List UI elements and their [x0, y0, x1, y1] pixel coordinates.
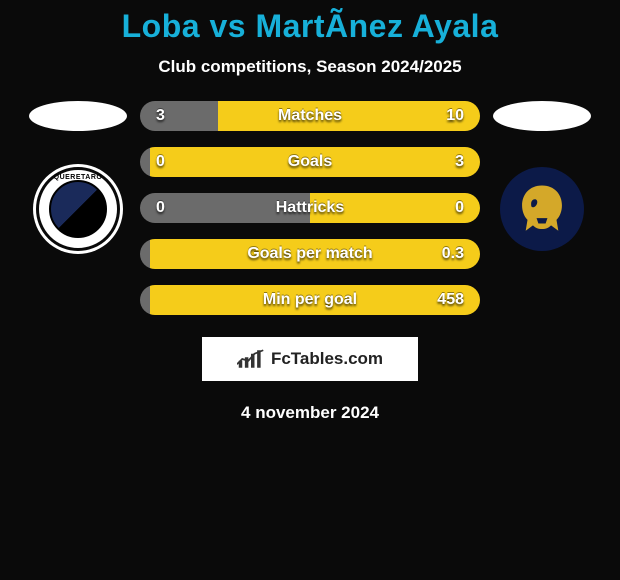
right-column — [492, 101, 592, 251]
subtitle: Club competitions, Season 2024/2025 — [0, 57, 620, 77]
stat-left-value: 0 — [156, 199, 190, 217]
stat-right-value: 10 — [430, 107, 464, 125]
club-badge-right — [500, 167, 584, 251]
stat-bar-matches: 3 Matches 10 — [140, 101, 480, 131]
stat-label: Goals per match — [190, 245, 430, 263]
stat-right-value: 3 — [430, 153, 464, 171]
club-badge-left — [36, 167, 120, 251]
stat-left-value: 3 — [156, 107, 190, 125]
stat-bar-goals: 0 Goals 3 — [140, 147, 480, 177]
stat-right-value: 0 — [430, 199, 464, 217]
title-player-right: MartÃ­nez Ayala — [255, 8, 498, 44]
stat-label: Min per goal — [190, 291, 430, 309]
stat-label: Goals — [190, 153, 430, 171]
stats-column: 3 Matches 10 0 Goals 3 0 Hattricks 0 Goa… — [140, 101, 480, 423]
club-badge-left-inner — [49, 180, 107, 238]
title-vs: vs — [200, 8, 255, 44]
brand-box: FcTables.com — [202, 337, 418, 381]
stat-bar-hattricks: 0 Hattricks 0 — [140, 193, 480, 223]
stat-label: Hattricks — [190, 199, 430, 217]
stat-left-value: 0 — [156, 153, 190, 171]
comparison-card: Loba vs MartÃ­nez Ayala Club competition… — [0, 0, 620, 423]
stat-right-value: 0.3 — [430, 245, 464, 263]
flag-right — [493, 101, 591, 131]
main-row: 3 Matches 10 0 Goals 3 0 Hattricks 0 Goa… — [0, 101, 620, 423]
flag-left — [29, 101, 127, 131]
date-label: 4 november 2024 — [241, 403, 379, 423]
pumas-icon — [513, 180, 571, 238]
brand-label: FcTables.com — [271, 349, 383, 369]
title-player-left: Loba — [122, 8, 200, 44]
stat-bar-min-per-goal: Min per goal 458 — [140, 285, 480, 315]
page-title: Loba vs MartÃ­nez Ayala — [0, 8, 620, 45]
stat-label: Matches — [190, 107, 430, 125]
left-column — [28, 101, 128, 251]
stat-right-value: 458 — [430, 291, 464, 309]
stat-bar-goals-per-match: Goals per match 0.3 — [140, 239, 480, 269]
chart-icon — [237, 348, 265, 370]
